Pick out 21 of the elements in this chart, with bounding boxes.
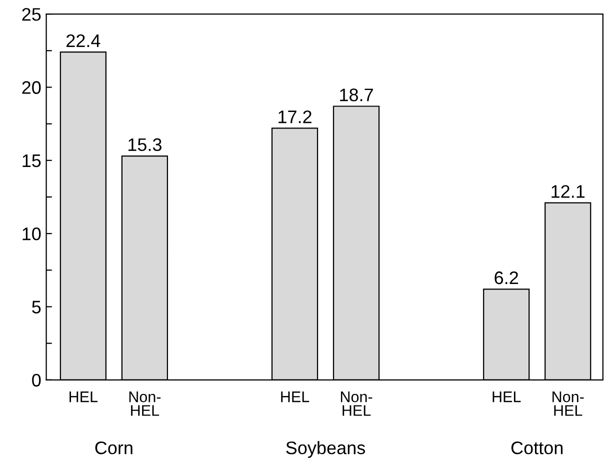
data-label: 18.7 (340, 88, 373, 102)
text: Corn (95, 441, 132, 454)
x-tick-label: HEL (281, 392, 310, 402)
x-tick-label: Non- HEL (129, 392, 161, 416)
y-tick-label: 20 (22, 81, 41, 94)
y-tick-label: 0 (32, 374, 41, 387)
y-tick-label: 15 (22, 154, 41, 168)
text: Soybeans (286, 441, 366, 458)
y-tick-label: 10 (22, 227, 41, 240)
data-label: 12.1 (552, 185, 585, 198)
data-label: 6.2 (494, 271, 518, 284)
data-label: 22.4 (66, 34, 100, 47)
x-tick-label: Non- HEL (552, 392, 584, 416)
y-tick-label: 5 (32, 300, 41, 314)
x-tick-label: HEL (70, 392, 98, 402)
y-tick-label: 25 (22, 8, 41, 21)
data-label: 15.3 (128, 138, 162, 152)
text: Cotton (511, 441, 563, 454)
x-tick-label: Non- HEL (340, 392, 372, 416)
x-tick-label: HEL (492, 392, 521, 402)
data-label: 17.2 (278, 110, 312, 124)
